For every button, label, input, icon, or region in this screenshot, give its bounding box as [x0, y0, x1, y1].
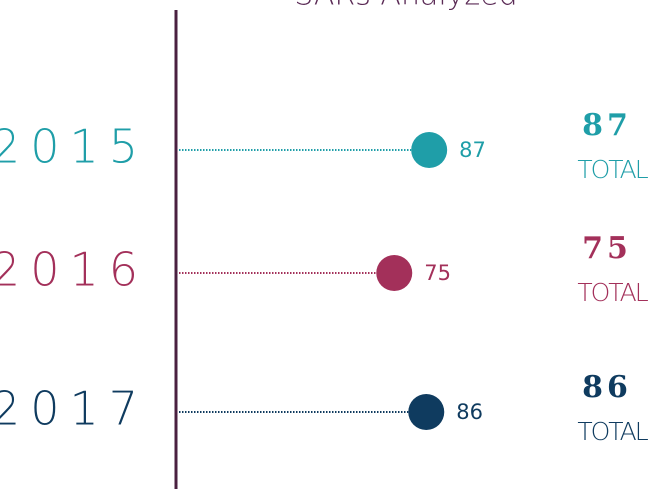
dot [408, 394, 445, 430]
category-label: 2016 [0, 243, 148, 297]
value-label: 75 [424, 261, 451, 285]
value-label: 87 [459, 138, 486, 162]
total-value: 86 [582, 370, 632, 405]
total-value: 87 [582, 108, 632, 143]
dot [376, 255, 413, 291]
value-label: 86 [456, 400, 483, 424]
total-value: 75 [582, 231, 632, 266]
dot [411, 132, 448, 168]
category-label: 2017 [0, 382, 148, 436]
category-label: 2015 [0, 120, 148, 174]
total-label: TOTAL [577, 278, 648, 307]
chart-title: SARs Analyzed [294, 0, 517, 13]
total-label: TOTAL [577, 417, 648, 446]
total-label: TOTAL [577, 155, 648, 184]
